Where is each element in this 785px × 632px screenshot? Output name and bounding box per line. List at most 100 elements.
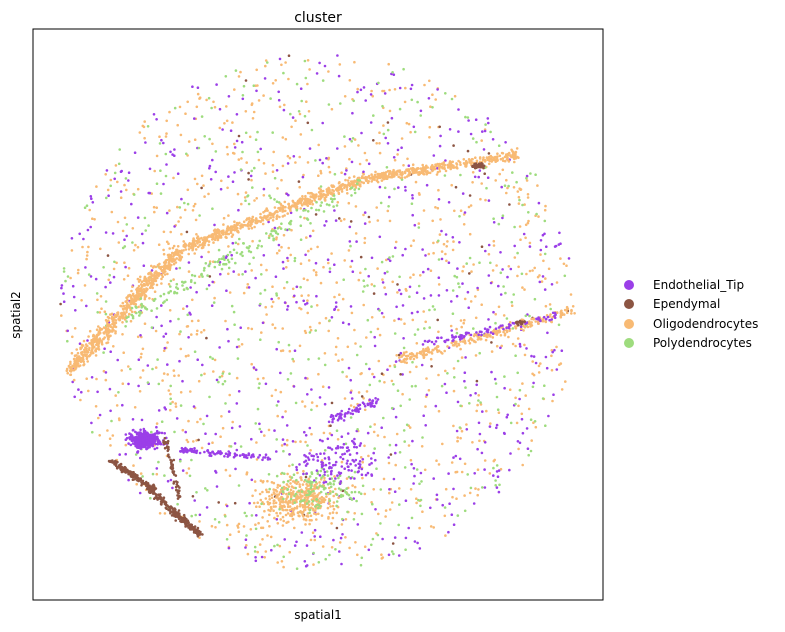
scatter-point <box>462 158 466 161</box>
scatter-point <box>102 266 105 269</box>
scatter-point <box>370 316 374 319</box>
scatter-point <box>260 273 263 276</box>
scatter-point <box>467 205 471 209</box>
scatter-point <box>325 194 328 197</box>
scatter-point <box>530 354 533 358</box>
scatter-point <box>312 454 316 458</box>
scatter-point <box>343 145 347 148</box>
scatter-point <box>163 512 167 515</box>
scatter-point <box>321 545 325 548</box>
scatter-point <box>257 521 260 525</box>
scatter-point <box>391 171 395 174</box>
scatter-point <box>187 140 191 143</box>
scatter-point <box>298 485 302 489</box>
scatter-point <box>241 94 245 97</box>
scatter-point <box>490 341 493 344</box>
scatter-point <box>334 188 338 191</box>
scatter-point <box>551 350 554 354</box>
scatter-point <box>289 478 292 482</box>
scatter-point <box>121 382 125 386</box>
scatter-point <box>129 308 132 312</box>
scatter-point <box>85 350 88 354</box>
scatter-point <box>385 166 389 169</box>
scatter-point <box>165 211 169 215</box>
scatter-point <box>76 271 80 275</box>
scatter-point <box>115 261 118 265</box>
scatter-point <box>451 289 455 292</box>
scatter-point <box>314 213 318 216</box>
scatter-point <box>332 205 335 208</box>
scatter-point <box>278 215 281 219</box>
scatter-point <box>133 438 137 442</box>
scatter-point <box>329 485 333 489</box>
scatter-point <box>342 442 346 446</box>
scatter-point <box>330 401 334 405</box>
scatter-point <box>423 168 427 171</box>
scatter-point <box>515 421 519 425</box>
scatter-point <box>218 258 221 261</box>
scatter-point <box>271 131 275 134</box>
scatter-point <box>395 432 399 436</box>
scatter-point <box>190 458 193 462</box>
scatter-point <box>407 444 411 447</box>
scatter-point <box>477 399 480 402</box>
scatter-point <box>211 357 214 361</box>
scatter-point <box>141 241 145 245</box>
scatter-point <box>140 280 144 284</box>
scatter-point <box>357 491 361 494</box>
scatter-point <box>220 267 224 271</box>
scatter-point <box>412 482 415 485</box>
scatter-point <box>500 185 504 189</box>
scatter-point <box>291 499 295 502</box>
scatter-point <box>393 88 397 91</box>
scatter-point <box>393 365 397 369</box>
scatter-point <box>492 217 495 220</box>
scatter-point <box>317 197 321 201</box>
scatter-point <box>532 381 535 385</box>
scatter-point <box>398 451 402 454</box>
scatter-point <box>345 169 348 172</box>
scatter-point <box>287 202 291 206</box>
scatter-point <box>87 389 90 393</box>
scatter-point <box>83 284 87 287</box>
scatter-point <box>140 302 143 306</box>
scatter-point <box>408 295 411 299</box>
scatter-point <box>356 87 360 91</box>
scatter-point <box>293 526 296 530</box>
scatter-point <box>230 253 233 257</box>
scatter-point <box>289 372 293 375</box>
scatter-point <box>334 463 337 467</box>
scatter-point <box>260 555 264 559</box>
scatter-point <box>224 256 228 260</box>
scatter-point <box>476 338 480 341</box>
scatter-point <box>457 130 460 133</box>
scatter-point <box>398 487 401 490</box>
scatter-point <box>228 372 231 376</box>
scatter-point <box>123 216 127 220</box>
scatter-point <box>498 329 501 332</box>
scatter-point <box>471 181 474 184</box>
scatter-point <box>299 510 302 513</box>
scatter-point <box>124 325 127 328</box>
scatter-point <box>436 336 440 340</box>
scatter-point <box>314 271 318 274</box>
scatter-point <box>298 344 302 348</box>
scatter-point <box>534 173 537 176</box>
scatter-point <box>160 431 164 435</box>
scatter-point <box>245 471 249 474</box>
scatter-point <box>290 476 294 479</box>
scatter-point <box>181 284 184 287</box>
scatter-point <box>138 314 141 317</box>
scatter-point <box>513 244 516 248</box>
scatter-point <box>304 331 308 335</box>
scatter-point <box>286 438 289 442</box>
scatter-point <box>476 493 480 497</box>
scatter-point <box>425 183 429 187</box>
scatter-point <box>429 525 433 528</box>
scatter-point <box>359 345 362 348</box>
scatter-point <box>234 69 238 72</box>
scatter-point <box>408 285 412 289</box>
scatter-point <box>266 534 269 537</box>
scatter-point <box>428 308 431 312</box>
scatter-point <box>260 430 263 434</box>
